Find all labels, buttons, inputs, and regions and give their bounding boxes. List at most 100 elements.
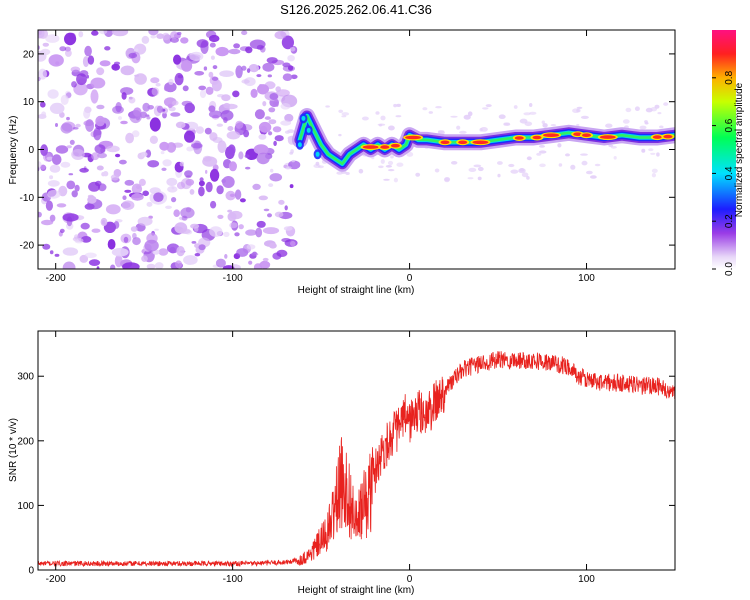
noise-blob (216, 123, 223, 127)
noise-blob (62, 213, 79, 222)
noise-blob (149, 135, 158, 144)
noise-blob (40, 144, 48, 156)
noise-blob (60, 123, 73, 134)
noise-blob (210, 55, 215, 60)
noise-blob (159, 141, 170, 151)
noise-blob (96, 165, 104, 171)
snr-panel: -200 -100 0 100 0 100 200 300 Height of straigh… (8, 330, 676, 596)
noise-blob (246, 68, 251, 73)
noise-blob (211, 76, 219, 81)
noise-blob (60, 94, 69, 105)
noise-blob (222, 176, 235, 188)
noise-blob (161, 167, 167, 171)
noise-blob (451, 161, 458, 165)
noise-blob (111, 30, 129, 37)
noise-blob (576, 106, 583, 109)
noise-blob (78, 31, 84, 38)
noise-blob (641, 148, 646, 153)
snr-x-label: Height of straight line (km) (298, 585, 415, 596)
noise-blob (205, 169, 208, 174)
noise-blob (235, 120, 244, 129)
noise-blob (287, 55, 295, 62)
noise-blob (280, 103, 291, 110)
noise-blob (93, 127, 102, 141)
ridge-hotspot-core (440, 140, 450, 145)
noise-blob (263, 208, 270, 212)
ridge-hotspot-core (599, 135, 616, 139)
noise-blob (497, 161, 503, 165)
noise-blob (239, 198, 246, 203)
noise-blob (270, 168, 274, 173)
noise-blob (497, 173, 501, 178)
noise-blob (129, 109, 142, 124)
noise-blob (110, 264, 116, 269)
noise-blob (215, 46, 229, 57)
noise-blob (235, 65, 243, 79)
noise-blob (396, 103, 401, 107)
noise-blob (248, 260, 253, 265)
noise-blob (184, 130, 195, 143)
noise-blob (59, 228, 65, 233)
noise-blob (375, 111, 380, 115)
noise-blob (269, 173, 283, 182)
ridge-hotspot-core (380, 145, 390, 149)
noise-blob (91, 228, 101, 233)
noise-blob (189, 189, 195, 195)
noise-blob (199, 177, 204, 182)
noise-blob (227, 126, 234, 131)
spectrogram-x-tick-label: 0 (407, 273, 413, 284)
noise-blob (477, 166, 484, 172)
noise-blob (141, 255, 148, 262)
noise-blob (243, 129, 250, 138)
noise-blob (657, 112, 662, 115)
snr-y-tick-label: 200 (17, 436, 34, 447)
ridge-start-core (297, 142, 302, 148)
noise-blob (315, 161, 320, 166)
noise-blob (171, 197, 177, 203)
noise-blob (444, 177, 451, 182)
noise-blob (90, 89, 99, 104)
noise-blob (106, 145, 120, 153)
snr-x-tick-label: -100 (223, 574, 243, 585)
spectrogram-y-tick-label: 0 (28, 145, 34, 156)
noise-blob (180, 37, 189, 44)
noise-blob (536, 152, 542, 156)
noise-blob (84, 252, 97, 259)
noise-blob (133, 48, 139, 52)
noise-blob (170, 112, 181, 117)
noise-blob (38, 68, 47, 80)
noise-blob (217, 140, 227, 153)
noise-blob (66, 116, 70, 121)
noise-blob (115, 153, 121, 158)
noise-blob (415, 172, 421, 177)
noise-blob (175, 260, 183, 269)
ridge-hotspot-core (582, 133, 591, 137)
noise-blob (245, 46, 253, 54)
noise-blob (227, 144, 236, 155)
ridge-hotspot-core (663, 134, 673, 139)
ridge-hotspot-core (458, 140, 468, 145)
noise-blob (195, 126, 204, 134)
noise-blob (622, 119, 630, 124)
noise-blob (134, 43, 147, 55)
noise-blob (255, 227, 263, 238)
noise-blob (48, 54, 64, 67)
noise-blob (128, 52, 138, 59)
noise-blob (75, 123, 81, 128)
noise-blob (482, 107, 489, 110)
noise-blob (248, 64, 260, 73)
noise-blob (82, 56, 90, 68)
noise-blob (45, 34, 60, 43)
noise-blob (651, 168, 658, 173)
noise-blob (580, 115, 589, 119)
noise-blob (59, 111, 65, 118)
ridge-hotspot-core (573, 132, 583, 136)
noise-blob (463, 114, 471, 120)
noise-blob (254, 109, 265, 120)
noise-blob (103, 221, 116, 233)
noise-blob (147, 105, 154, 110)
noise-blob (252, 183, 261, 190)
noise-blob (479, 128, 483, 132)
noise-blob (644, 122, 649, 125)
noise-blob (572, 108, 580, 113)
